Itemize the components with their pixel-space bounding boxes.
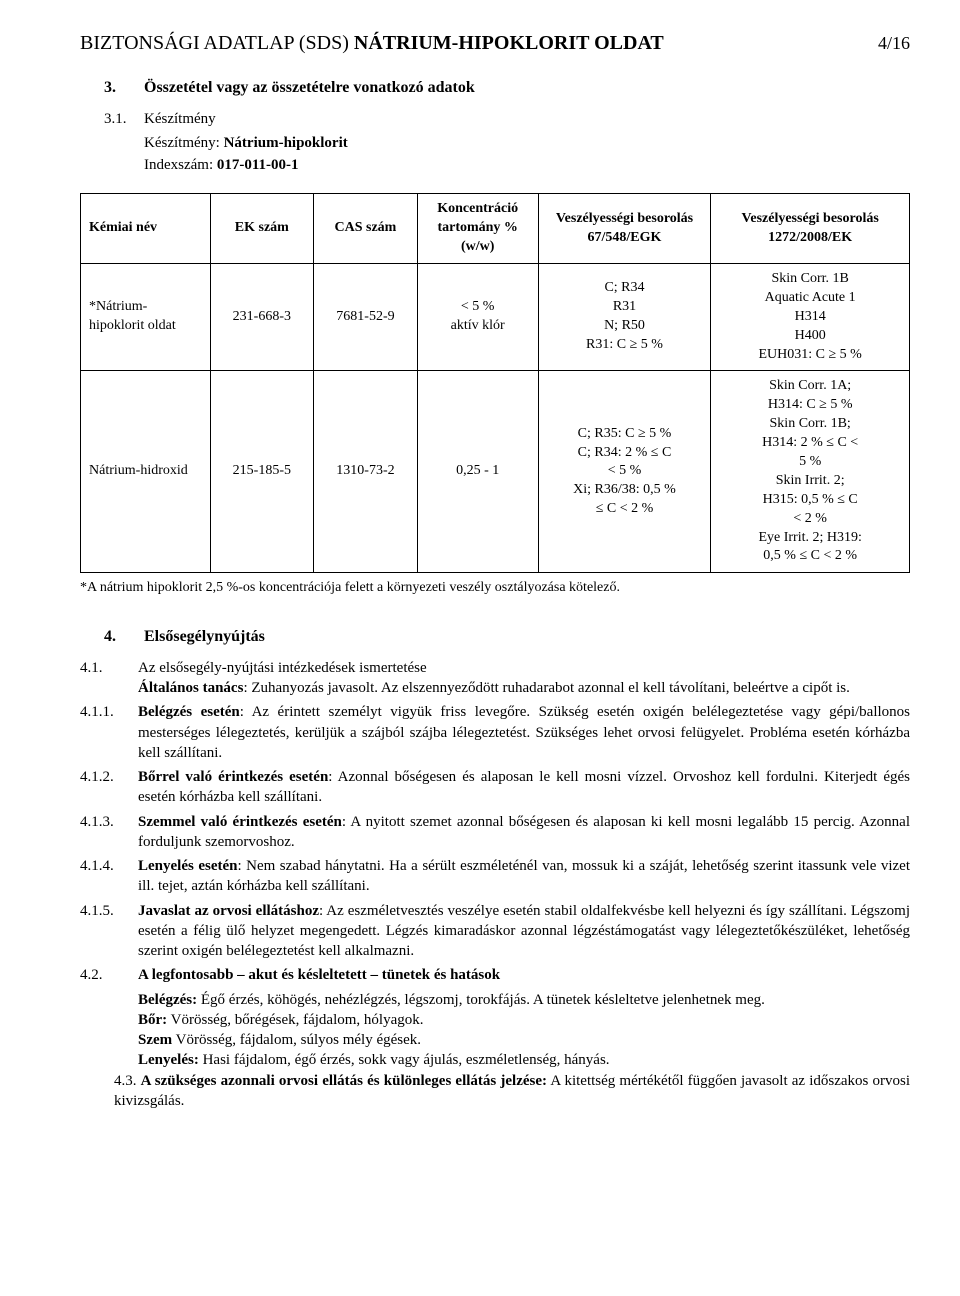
table-footnote: *A nátrium hipoklorit 2,5 %-os koncentrá… bbox=[80, 579, 910, 598]
item-4-2-num: 4.2. bbox=[80, 965, 138, 985]
item-4-1-5-b: Javaslat az orvosi ellátáshoz bbox=[138, 903, 319, 919]
prep-line-1-bold: Nátrium-hipoklorit bbox=[224, 135, 348, 151]
item-4-2-l3: Szem Vörösség, fájdalom, súlyos mély égé… bbox=[138, 1030, 910, 1050]
item-4-1-3-txt: Szemmel való érintkezés esetén: A nyitot… bbox=[138, 812, 910, 853]
i42-l4-b: Lenyelés: bbox=[138, 1052, 199, 1068]
item-4-2-body: Belégzés: Égő érzés, köhögés, nehézlégzé… bbox=[80, 990, 910, 1071]
doc-title: BIZTONSÁGI ADATLAP (SDS) NÁTRIUM-HIPOKLO… bbox=[80, 30, 664, 57]
item-4-1-4-r: : Nem szabad hánytatni. Ha a sérült eszm… bbox=[138, 858, 910, 894]
i43-b: A szükséges azonnali orvosi ellátás és k… bbox=[141, 1073, 547, 1089]
item-4-2-l2: Bőr: Vörösség, bőrégések, fájdalom, hóly… bbox=[138, 1010, 910, 1030]
item-4-1-4-txt: Lenyelés esetén: Nem szabad hánytatni. H… bbox=[138, 856, 910, 897]
item-4-1-line2-r: : Zuhanyozás javasolt. Az elszennyeződöt… bbox=[243, 680, 849, 696]
item-4-2: 4.2. A legfontosabb – akut és késleltete… bbox=[80, 965, 910, 985]
cell-ek: 215-185-5 bbox=[210, 371, 314, 573]
prep-line-2-pre: Indexszám: bbox=[144, 157, 217, 173]
composition-table: Kémiai név EK szám CAS szám Koncentráció… bbox=[80, 193, 910, 573]
page-header: BIZTONSÁGI ADATLAP (SDS) NÁTRIUM-HIPOKLO… bbox=[80, 30, 910, 57]
title-plain: BIZTONSÁGI ADATLAP (SDS) bbox=[80, 32, 354, 54]
prep-line-2-bold: 017-011-00-1 bbox=[217, 157, 299, 173]
cell-name: Nátrium-hidroxid bbox=[81, 371, 211, 573]
item-4-1-5: 4.1.5. Javaslat az orvosi ellátáshoz: Az… bbox=[80, 901, 910, 962]
item-4-1-3-b: Szemmel való érintkezés esetén bbox=[138, 814, 342, 830]
table-header-row: Kémiai név EK szám CAS szám Koncentráció… bbox=[81, 194, 910, 264]
item-4-1-4-b: Lenyelés esetén bbox=[138, 858, 237, 874]
item-4-1-3: 4.1.3. Szemmel való érintkezés esetén: A… bbox=[80, 812, 910, 853]
i42-l2-b: Bőr: bbox=[138, 1012, 167, 1028]
item-4-1-num: 4.1. bbox=[80, 658, 138, 699]
item-4-1-4-num: 4.1.4. bbox=[80, 856, 138, 897]
item-4-1-txt: Az elsősegély-nyújtási intézkedések isme… bbox=[138, 658, 910, 699]
item-4-1-4: 4.1.4. Lenyelés esetén: Nem szabad hányt… bbox=[80, 856, 910, 897]
prep-line-2: Indexszám: 017-011-00-1 bbox=[144, 155, 910, 175]
item-4-1-1-txt: Belégzés esetén: Az érintett személyt vi… bbox=[138, 702, 910, 763]
title-bold: NÁTRIUM-HIPOKLORIT OLDAT bbox=[354, 32, 664, 54]
prep-line-1: Készítmény: Nátrium-hipoklorit bbox=[144, 133, 910, 153]
i42-l4-r: Hasi fájdalom, égő érzés, sokk vagy ájul… bbox=[199, 1052, 610, 1068]
item-4-1-5-num: 4.1.5. bbox=[80, 901, 138, 962]
th-conc: Koncentráció tartomány % (w/w) bbox=[417, 194, 538, 264]
cell-hazard-old: C; R35: C ≥ 5 % C; R34: 2 % ≤ C < 5 % Xi… bbox=[538, 371, 711, 573]
th-ek: EK szám bbox=[210, 194, 314, 264]
i42-l2-r: Vörösség, bőrégések, fájdalom, hólyagok. bbox=[167, 1012, 423, 1028]
item-4-3: 4.3. A szükséges azonnali orvosi ellátás… bbox=[114, 1071, 910, 1112]
item-4-1-1-b: Belégzés esetén bbox=[138, 704, 240, 720]
table-row: *Nátrium-hipoklorit oldat 231-668-3 7681… bbox=[81, 264, 910, 371]
section-3-title: Összetétel vagy az összetételre vonatkoz… bbox=[144, 77, 475, 99]
item-4-1-1: 4.1.1. Belégzés esetén: Az érintett szem… bbox=[80, 702, 910, 763]
cell-cas: 7681-52-9 bbox=[314, 264, 418, 371]
item-4-1-3-num: 4.1.3. bbox=[80, 812, 138, 853]
preparation-block: Készítmény: Nátrium-hipoklorit Indexszám… bbox=[144, 133, 910, 176]
item-4-1: 4.1. Az elsősegély-nyújtási intézkedések… bbox=[80, 658, 910, 699]
item-4-1-2-num: 4.1.2. bbox=[80, 767, 138, 808]
page-number: 4/16 bbox=[878, 31, 910, 55]
item-4-1-2-b: Bőrrel való érintkezés esetén bbox=[138, 769, 328, 785]
section-3-1-line: 3.1. Készítmény bbox=[104, 109, 910, 129]
item-4-1-1-r: : Az érintett személyt vigyük friss leve… bbox=[138, 704, 910, 761]
i42-l3-b: Szem bbox=[138, 1032, 172, 1048]
section-3-num: 3. bbox=[104, 77, 144, 99]
cell-hazard-new: Skin Corr. 1A; H314: C ≥ 5 % Skin Corr. … bbox=[711, 371, 910, 573]
section-4-heading: 4. Elsősegélynyújtás bbox=[104, 626, 910, 648]
th-hazard-old: Veszélyességi besorolás 67/548/EGK bbox=[538, 194, 711, 264]
item-4-1-2: 4.1.2. Bőrrel való érintkezés esetén: Az… bbox=[80, 767, 910, 808]
section-3-1-num: 3.1. bbox=[104, 109, 144, 129]
item-4-1-5-txt: Javaslat az orvosi ellátáshoz: Az eszmél… bbox=[138, 901, 910, 962]
item-4-1-2-txt: Bőrrel való érintkezés esetén: Azonnal b… bbox=[138, 767, 910, 808]
i42-l1-r: Égő érzés, köhögés, nehézlégzés, légszom… bbox=[197, 992, 765, 1008]
table-row: Nátrium-hidroxid 215-185-5 1310-73-2 0,2… bbox=[81, 371, 910, 573]
i42-l3-r: Vörösség, fájdalom, súlyos mély égések. bbox=[172, 1032, 421, 1048]
th-cas: CAS szám bbox=[314, 194, 418, 264]
i43-pre: 4.3. bbox=[114, 1073, 141, 1089]
item-4-2-l1: Belégzés: Égő érzés, köhögés, nehézlégzé… bbox=[138, 990, 910, 1010]
item-4-1-line2-b: Általános tanács bbox=[138, 680, 243, 696]
item-4-2-txt: A legfontosabb – akut és késleltetett – … bbox=[138, 965, 910, 985]
item-4-2-title: A legfontosabb – akut és késleltetett – … bbox=[138, 967, 500, 983]
item-4-1-1-num: 4.1.1. bbox=[80, 702, 138, 763]
cell-conc: < 5 % aktív klór bbox=[417, 264, 538, 371]
cell-ek: 231-668-3 bbox=[210, 264, 314, 371]
item-4-2-l4: Lenyelés: Hasi fájdalom, égő érzés, sokk… bbox=[138, 1050, 910, 1070]
th-name: Kémiai név bbox=[81, 194, 211, 264]
cell-cas: 1310-73-2 bbox=[314, 371, 418, 573]
prep-line-1-pre: Készítmény: bbox=[144, 135, 224, 151]
section-4-title: Elsősegélynyújtás bbox=[144, 626, 265, 648]
cell-name: *Nátrium-hipoklorit oldat bbox=[81, 264, 211, 371]
th-hazard-new: Veszélyességi besorolás 1272/2008/EK bbox=[711, 194, 910, 264]
i42-l1-b: Belégzés: bbox=[138, 992, 197, 1008]
cell-conc: 0,25 - 1 bbox=[417, 371, 538, 573]
cell-hazard-new: Skin Corr. 1B Aquatic Acute 1 H314 H400 … bbox=[711, 264, 910, 371]
item-4-1-line1: Az elsősegély-nyújtási intézkedések isme… bbox=[138, 660, 427, 676]
section-3-1-label: Készítmény bbox=[144, 109, 216, 129]
section-4-num: 4. bbox=[104, 626, 144, 648]
section-3-heading: 3. Összetétel vagy az összetételre vonat… bbox=[104, 77, 910, 99]
cell-hazard-old: C; R34 R31 N; R50 R31: C ≥ 5 % bbox=[538, 264, 711, 371]
